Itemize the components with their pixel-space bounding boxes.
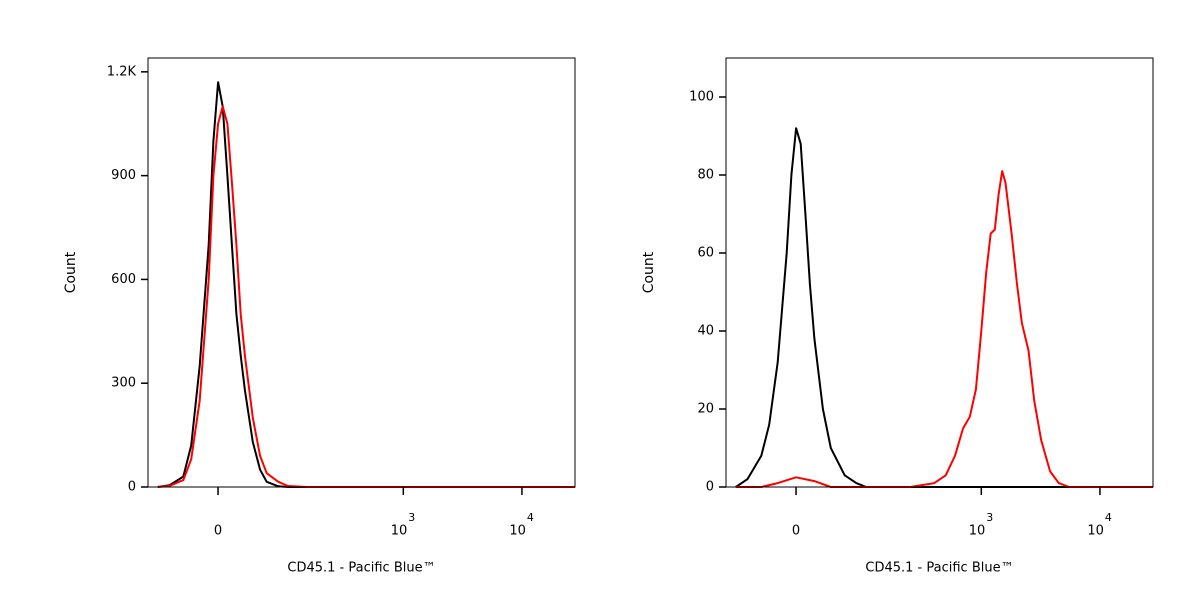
plot-frame [147,57,576,488]
y-tick-label: 1.2K [107,64,137,79]
histogram-line [735,170,1153,488]
x-tick-label: 0 [214,524,222,539]
y-tick-label: 60 [697,246,714,261]
y-tick-label: 600 [111,272,136,287]
y-tick-label: 100 [689,90,714,105]
x-tick-exponent: 4 [1105,511,1112,524]
histogram-line [157,81,575,488]
y-tick-label: 0 [128,480,136,495]
plot-frame [725,57,1154,488]
x-tick-label: 10 [391,524,408,539]
x-tick-label: 10 [509,524,526,539]
y-tick-label: 300 [111,376,136,391]
histogram-line [735,127,1153,488]
y-tick-label: 40 [697,324,714,339]
x-axis-label: CD45.1 - Pacific Blue™ [865,561,1013,576]
x-axis-label: CD45.1 - Pacific Blue™ [287,561,435,576]
x-tick-label: 0 [792,524,800,539]
y-tick-label: 900 [111,168,136,183]
y-axis-label: Count [641,251,657,293]
x-tick-label: 10 [969,524,986,539]
y-tick-label: 0 [706,480,714,495]
y-tick-label: 80 [697,168,714,183]
x-tick-label: 10 [1087,524,1104,539]
x-tick-exponent: 4 [527,511,534,524]
x-tick-exponent: 3 [408,511,415,524]
histogram-line [157,105,575,488]
y-axis-label: Count [63,251,79,293]
y-tick-label: 20 [697,402,714,417]
x-tick-exponent: 3 [986,511,993,524]
